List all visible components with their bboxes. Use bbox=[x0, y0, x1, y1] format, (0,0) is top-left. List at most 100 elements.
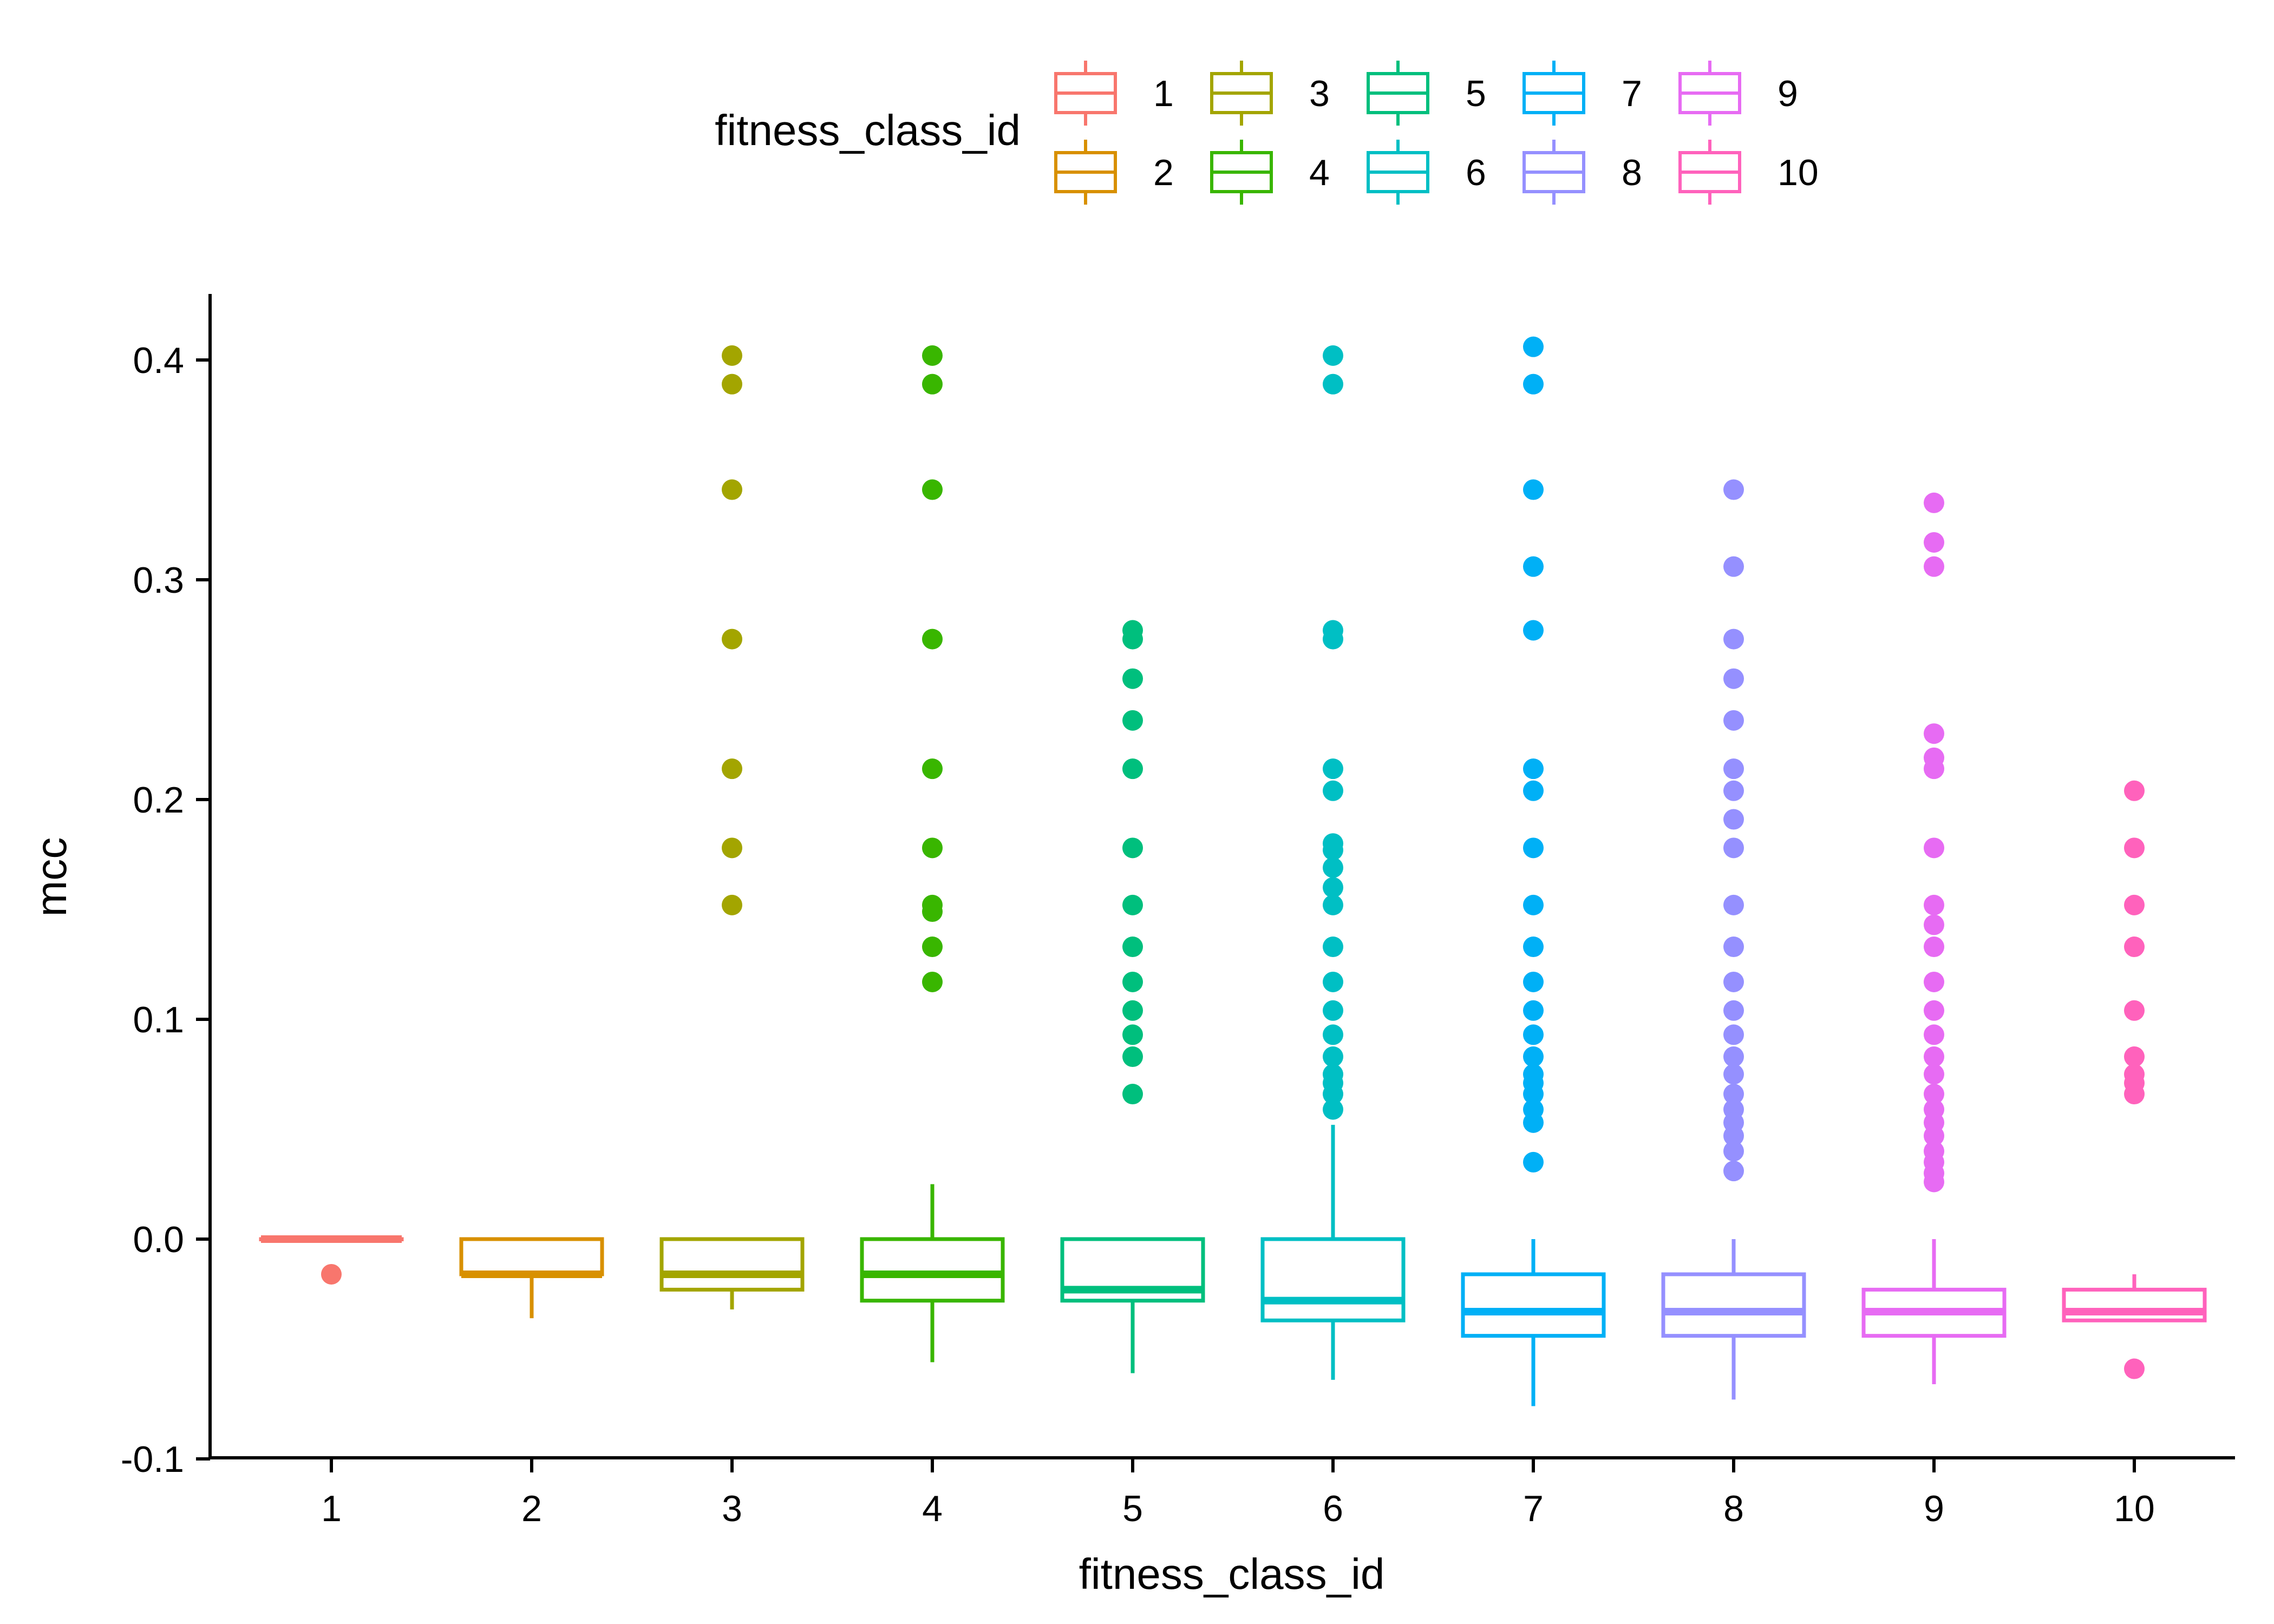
x-tick-label: 7 bbox=[1523, 1488, 1544, 1529]
legend-item-10: 10 bbox=[1678, 140, 1819, 205]
outlier-point bbox=[1723, 1024, 1744, 1045]
outlier-point bbox=[1323, 971, 1343, 992]
outlier-point bbox=[1523, 336, 1544, 357]
legend-label: 1 bbox=[1153, 73, 1174, 114]
outlier-point bbox=[1924, 837, 1944, 859]
outlier-point bbox=[1323, 758, 1343, 780]
legend: fitness_class_id 1 2 3 4 5 6 7 8 9 10 bbox=[715, 61, 1819, 205]
outlier-point bbox=[922, 374, 943, 395]
legend-item-5: 5 bbox=[1367, 61, 1486, 126]
legend-label: 6 bbox=[1466, 152, 1486, 193]
outlier-point bbox=[2124, 1358, 2145, 1379]
box-8 bbox=[1661, 1239, 1806, 1400]
outlier-point bbox=[1924, 1000, 1944, 1021]
outlier-point bbox=[1924, 937, 1944, 958]
outlier-point bbox=[922, 937, 943, 958]
outlier-point bbox=[1723, 1141, 1744, 1162]
outlier-point bbox=[1523, 758, 1544, 780]
outlier-point bbox=[1723, 1064, 1744, 1085]
y-axis-ticks: -0.1 0.0 0.1 0.2 0.3 0.4 bbox=[121, 340, 210, 1480]
y-tick-label: 0.4 bbox=[133, 340, 184, 381]
outlier-point bbox=[1323, 894, 1343, 915]
x-axis-ticks: 1 2 3 4 5 6 7 8 9 10 bbox=[321, 1458, 2155, 1529]
legend-item-9: 9 bbox=[1678, 61, 1798, 126]
outlier-point bbox=[1122, 1046, 1143, 1068]
outlier-point bbox=[1523, 971, 1544, 992]
outlier-point bbox=[1122, 837, 1143, 859]
plot-area bbox=[259, 336, 2207, 1406]
outlier-point bbox=[1523, 1112, 1544, 1133]
box-3 bbox=[659, 1237, 805, 1309]
outlier-point bbox=[1523, 374, 1544, 395]
outlier-point bbox=[1723, 809, 1744, 830]
box-body bbox=[860, 1237, 1005, 1303]
legend-label: 8 bbox=[1622, 152, 1642, 193]
outlier-point bbox=[1323, 1024, 1343, 1045]
outlier-point bbox=[1122, 710, 1143, 731]
outlier-point bbox=[2124, 1000, 2145, 1021]
legend-item-1: 1 bbox=[1054, 61, 1174, 126]
legend-label: 4 bbox=[1309, 152, 1330, 193]
outlier-point bbox=[1523, 1000, 1544, 1021]
outlier-point bbox=[922, 971, 943, 992]
box-6 bbox=[1260, 1124, 1406, 1380]
outlier-point bbox=[922, 837, 943, 859]
outlier-point bbox=[922, 901, 943, 922]
x-tick-label: 10 bbox=[2114, 1488, 2155, 1529]
x-axis-title: fitness_class_id bbox=[1079, 1550, 1385, 1598]
outlier-point bbox=[2124, 780, 2145, 801]
box-7 bbox=[1461, 1239, 1606, 1406]
boxes bbox=[259, 1124, 2207, 1406]
outlier-point bbox=[1924, 556, 1944, 577]
outlier-point bbox=[1924, 1046, 1944, 1068]
outlier-point bbox=[1523, 556, 1544, 577]
outlier-point bbox=[722, 345, 742, 366]
box-body bbox=[1461, 1272, 1606, 1338]
x-tick-label: 1 bbox=[321, 1488, 342, 1529]
outlier-point bbox=[1723, 837, 1744, 859]
outlier-point bbox=[1924, 894, 1944, 915]
outlier-point bbox=[2124, 894, 2145, 915]
legend-title: fitness_class_id bbox=[715, 106, 1021, 154]
outlier-point bbox=[1723, 758, 1744, 780]
outlier-point bbox=[1723, 780, 1744, 801]
box-body bbox=[1260, 1237, 1406, 1322]
y-tick-label: 0.1 bbox=[133, 999, 184, 1040]
outlier-point bbox=[1523, 937, 1544, 958]
legend-item-8: 8 bbox=[1522, 140, 1642, 205]
outlier-point bbox=[1523, 1084, 1544, 1105]
outlier-point bbox=[1122, 758, 1143, 780]
outlier-point bbox=[1122, 1000, 1143, 1021]
outlier-point bbox=[1323, 840, 1343, 861]
outlier-points bbox=[321, 336, 2145, 1379]
y-axis-title: mcc bbox=[27, 837, 75, 917]
legend-item-6: 6 bbox=[1367, 140, 1486, 205]
x-tick-label: 9 bbox=[1924, 1488, 1944, 1529]
outlier-point bbox=[1523, 1151, 1544, 1173]
outlier-point bbox=[722, 758, 742, 780]
outlier-point bbox=[1523, 1024, 1544, 1045]
outlier-point bbox=[1523, 479, 1544, 500]
outlier-point bbox=[1122, 1084, 1143, 1105]
outlier-point bbox=[1323, 1084, 1343, 1105]
outlier-point bbox=[2124, 1084, 2145, 1105]
outlier-point bbox=[1723, 971, 1744, 992]
x-tick-label: 6 bbox=[1323, 1488, 1343, 1529]
outlier-point bbox=[1523, 1046, 1544, 1068]
box-body bbox=[1661, 1272, 1806, 1338]
outlier-point bbox=[922, 479, 943, 500]
legend-label: 7 bbox=[1622, 73, 1642, 114]
box-2 bbox=[459, 1237, 604, 1319]
outlier-point bbox=[1723, 1125, 1744, 1147]
y-tick-label: 0.0 bbox=[133, 1219, 184, 1260]
outlier-point bbox=[1924, 1171, 1944, 1193]
box-9 bbox=[1861, 1239, 2007, 1384]
outlier-point bbox=[1924, 914, 1944, 935]
box-body bbox=[659, 1237, 805, 1292]
outlier-point bbox=[1323, 877, 1343, 898]
outlier-point bbox=[1122, 971, 1143, 992]
outlier-point bbox=[1924, 758, 1944, 780]
outlier-point bbox=[1323, 857, 1343, 878]
outlier-point bbox=[722, 628, 742, 650]
outlier-point bbox=[1723, 1084, 1744, 1105]
